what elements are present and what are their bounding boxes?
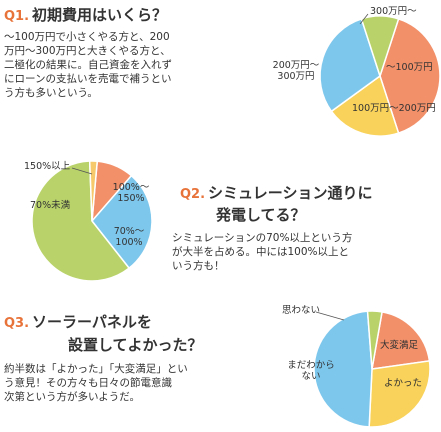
pie1-label-upto100: ～100万円 bbox=[386, 62, 433, 73]
pie2-label-150plus: 150%以上 bbox=[24, 161, 71, 172]
pie3-slice-2 bbox=[313, 310, 373, 428]
q1-title: Q1. 初期費用はいくら？ bbox=[4, 4, 167, 25]
q1-body: ～100万円で小さくやる方と、200 万円～300万円と大きくやる方と、 二極化… bbox=[4, 31, 172, 99]
q2-title-line1: Q2. シミュレーション通りに bbox=[180, 184, 373, 202]
q3-number: Q3. bbox=[4, 316, 30, 331]
pie2-leader-line bbox=[71, 167, 93, 175]
q3-body: 約半数は「よかった」「大変満足」とい う意見！その方々も日々の節電意識 次第とい… bbox=[4, 363, 188, 403]
q1-number: Q1. bbox=[4, 9, 30, 24]
pie3-label-no: 思わない bbox=[282, 305, 321, 316]
pie1-slice-0 bbox=[379, 17, 441, 135]
pie1-slice-2 bbox=[319, 17, 381, 113]
pie3-label-good: よかった bbox=[384, 378, 423, 389]
q3-title-line1: Q3. ソーラーパネルを bbox=[4, 313, 152, 331]
pie3-label-unknown: まだわからない bbox=[287, 360, 335, 382]
q2-number: Q2. bbox=[180, 187, 206, 202]
pie1-label-200-300: 200万円～300万円 bbox=[272, 60, 320, 82]
pie3-slice-0 bbox=[371, 311, 431, 370]
pie2-slice-3 bbox=[88, 160, 99, 222]
pie2-slice-1 bbox=[91, 174, 153, 270]
pie2-label-70-100: 70%～100% bbox=[113, 226, 145, 248]
pie1-slice-1 bbox=[330, 74, 400, 137]
pie3-slice-3 bbox=[366, 310, 383, 370]
pie2-slice-2 bbox=[31, 160, 131, 282]
q3-title-line2: 設置してよかった？ bbox=[68, 336, 203, 354]
pie1-slice-3 bbox=[360, 15, 400, 79]
pie1-label-100-200: 100万円～200万円 bbox=[352, 103, 436, 114]
q2-title-line2: 発電してる？ bbox=[216, 206, 306, 224]
pie2-label-under70: 70%未満 bbox=[30, 200, 71, 211]
pie3-label-very-satisfied: 大変満足 bbox=[380, 340, 419, 351]
q2-body: シミュレーションの70%以上という方 が大半を占める。中には100%以上と いう… bbox=[172, 232, 353, 272]
pie3-slice-1 bbox=[368, 360, 431, 428]
pie1-label-300plus: 300万円～ bbox=[370, 6, 417, 17]
pie2-label-100-150: 100%～150% bbox=[112, 182, 150, 204]
pie3-leader-line bbox=[315, 311, 345, 321]
q1-title-text: 初期費用はいくら？ bbox=[32, 6, 168, 24]
pie1-leader-line bbox=[359, 13, 369, 25]
